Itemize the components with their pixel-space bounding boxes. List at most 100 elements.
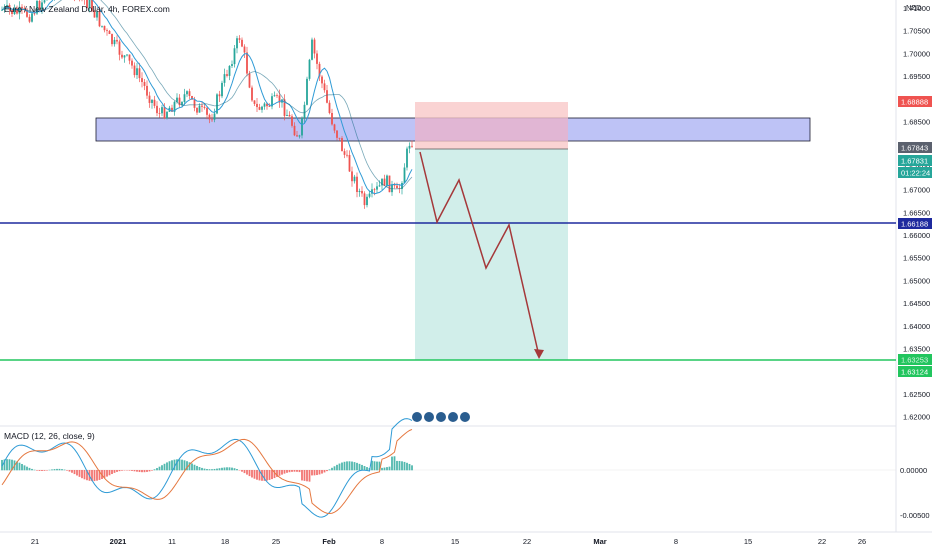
candle-body bbox=[343, 151, 346, 155]
macd-bar bbox=[351, 461, 353, 471]
macd-bar bbox=[273, 470, 276, 479]
macd-bar bbox=[58, 468, 61, 471]
price-tick-label: 1.65500 bbox=[903, 254, 930, 263]
candle-body bbox=[288, 114, 291, 117]
macd-bar bbox=[358, 463, 361, 471]
support-price-badge bbox=[898, 218, 932, 229]
macd-bar bbox=[148, 470, 151, 472]
candle-body bbox=[396, 185, 398, 189]
time-tick-label: 8 bbox=[380, 537, 384, 546]
symbol-title: Euro / New Zealand Dollar, 4h, FOREX.com bbox=[4, 4, 170, 14]
macd-bar bbox=[233, 468, 236, 471]
macd-bar bbox=[6, 459, 8, 471]
projection-path[interactable] bbox=[419, 151, 540, 357]
price-axis-badges: 1.68888 1.67843 1.67831 01:22:24 1.66188… bbox=[898, 96, 932, 377]
candle-body bbox=[261, 106, 263, 110]
price-tick-label: 1.62500 bbox=[903, 390, 930, 399]
macd-bar bbox=[181, 459, 183, 471]
macd-bar bbox=[41, 470, 43, 471]
macd-bar bbox=[341, 462, 343, 471]
candle-body bbox=[253, 100, 256, 104]
candle-body bbox=[131, 60, 133, 66]
macd-bar bbox=[276, 470, 278, 477]
candle-body bbox=[13, 8, 16, 14]
macd-bar bbox=[56, 468, 58, 471]
current-price-badge bbox=[898, 142, 932, 153]
macd-bar bbox=[293, 470, 296, 472]
candle-body bbox=[331, 113, 333, 125]
candle-body bbox=[116, 39, 118, 42]
candle-body bbox=[276, 95, 278, 97]
macd-bar bbox=[366, 467, 368, 471]
macd-bar bbox=[201, 467, 203, 471]
price-tick-label: 1.67000 bbox=[903, 186, 930, 195]
dividend-icon[interactable] bbox=[424, 412, 434, 422]
candle-body bbox=[106, 30, 108, 32]
split-icon[interactable] bbox=[436, 412, 446, 422]
candle-body bbox=[41, 2, 43, 10]
event-icon[interactable] bbox=[448, 412, 458, 422]
time-tick-label: Feb bbox=[322, 537, 336, 546]
take-profit-area[interactable] bbox=[415, 149, 568, 360]
candle-body bbox=[136, 68, 138, 76]
candle-body bbox=[258, 107, 261, 110]
signal-line bbox=[1, 428, 413, 515]
candle-body bbox=[266, 103, 268, 107]
macd-bar bbox=[131, 470, 133, 471]
macd-bar bbox=[373, 461, 376, 471]
time-axis[interactable]: 21 2021 11 18 25 Feb 8 15 22 Mar 8 15 22 26 bbox=[31, 537, 866, 546]
price-tick-label: 1.69500 bbox=[903, 72, 930, 81]
candle-body bbox=[263, 103, 266, 107]
macd-bar bbox=[53, 469, 56, 471]
candle-body bbox=[408, 145, 411, 149]
macd-bar bbox=[166, 462, 168, 471]
candle-body bbox=[326, 90, 328, 103]
macd-bar bbox=[168, 461, 171, 471]
macd-bar bbox=[213, 468, 216, 471]
macd-bar bbox=[346, 461, 348, 471]
candle-body bbox=[256, 103, 258, 108]
candle-body bbox=[246, 52, 248, 74]
macd-bar bbox=[311, 470, 313, 476]
macd-bar bbox=[111, 470, 113, 475]
macd-bar bbox=[186, 461, 188, 471]
macd-bar bbox=[291, 470, 293, 472]
macd-bar bbox=[243, 470, 246, 474]
candle-body bbox=[178, 97, 181, 106]
price-tick-label: 1.64500 bbox=[903, 299, 930, 308]
macd-bar bbox=[191, 463, 193, 471]
svg-text:01:22:24: 01:22:24 bbox=[901, 169, 930, 178]
earnings-icon[interactable] bbox=[412, 412, 422, 422]
candle-body bbox=[123, 55, 126, 58]
candle-body bbox=[181, 102, 183, 106]
candle-body bbox=[198, 105, 201, 113]
macd-bar bbox=[331, 467, 333, 471]
macd-bar bbox=[63, 469, 66, 471]
candle-body bbox=[318, 63, 321, 77]
time-tick-label: 22 bbox=[818, 537, 826, 546]
svg-text:1.67843: 1.67843 bbox=[901, 144, 928, 153]
candle-body bbox=[203, 106, 206, 108]
macd-bar bbox=[333, 466, 336, 471]
event-icons[interactable] bbox=[412, 412, 470, 422]
macd-bar bbox=[246, 470, 248, 475]
macd-bar bbox=[158, 466, 161, 471]
time-tick-label: 26 bbox=[858, 537, 866, 546]
price-tick-label: 1.66500 bbox=[903, 208, 930, 217]
macd-pane[interactable] bbox=[0, 427, 896, 532]
event-icon[interactable] bbox=[460, 412, 470, 422]
candle-body bbox=[111, 34, 113, 45]
time-tick-label: 21 bbox=[31, 537, 39, 546]
candle-body bbox=[196, 107, 198, 113]
macd-bar bbox=[138, 470, 141, 473]
macd-bar bbox=[161, 465, 163, 471]
candle-body bbox=[98, 11, 101, 27]
macd-bar bbox=[73, 470, 76, 475]
candle-body bbox=[151, 99, 153, 103]
candle-body bbox=[226, 74, 228, 76]
macd-bar bbox=[393, 456, 396, 471]
macd-bar bbox=[93, 470, 96, 482]
macd-bar bbox=[141, 470, 143, 473]
time-tick-label: 2021 bbox=[110, 537, 127, 546]
